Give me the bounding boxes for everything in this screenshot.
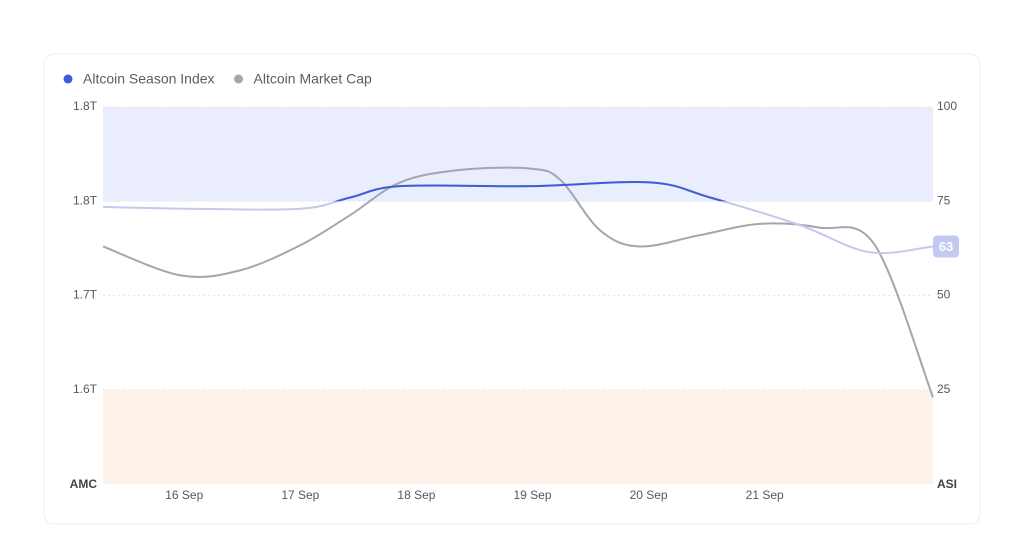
- x-tick-label: 17 Sep: [281, 488, 319, 502]
- band: [103, 389, 933, 484]
- y2-tick-label: 50: [937, 288, 951, 302]
- value-label-box: [933, 235, 959, 258]
- legend-marker: [63, 74, 73, 84]
- y-axis-label: AMC: [70, 477, 98, 491]
- y2-tick-label: 100: [937, 99, 957, 113]
- y-tick-label: 1.8T: [73, 193, 98, 207]
- y-tick-label: 1.7T: [73, 288, 98, 302]
- y2-tick-label: 75: [937, 193, 951, 207]
- x-tick-label: 18 Sep: [397, 488, 435, 502]
- y-tick-label: 1.8T: [73, 99, 98, 113]
- legend-marker: [234, 74, 244, 84]
- x-tick-label: 21 Sep: [746, 488, 784, 502]
- value-label: 63: [939, 239, 953, 254]
- y2-tick-label: 25: [937, 382, 951, 396]
- x-tick-label: 19 Sep: [513, 488, 551, 502]
- legend-label: Altcoin Market Cap: [254, 71, 372, 87]
- x-tick-label: 20 Sep: [630, 488, 668, 502]
- y2-axis-label: ASI: [937, 477, 957, 491]
- line-highlight: [333, 180, 727, 202]
- legend-label: Altcoin Season Index: [83, 71, 215, 87]
- line: [102, 166, 934, 398]
- y-tick-label: 1.6T: [73, 382, 98, 396]
- x-tick-label: 16 Sep: [165, 488, 203, 502]
